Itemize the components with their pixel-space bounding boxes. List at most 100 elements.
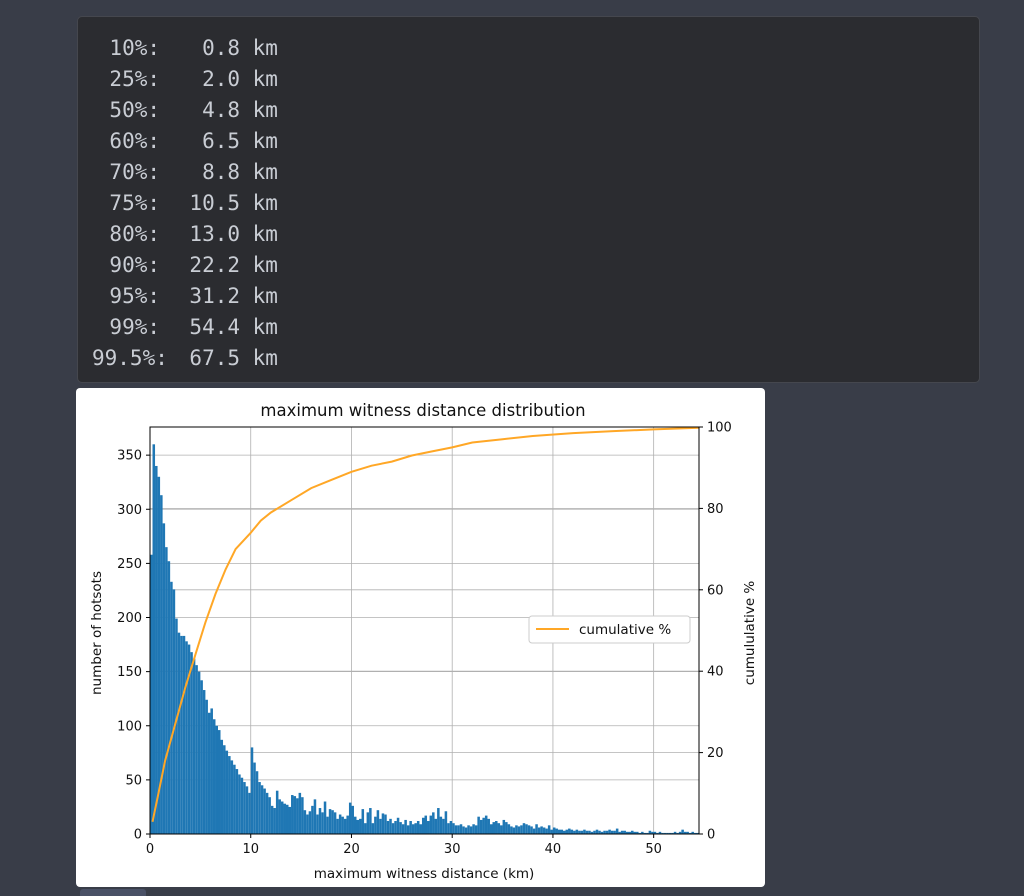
histogram-bar (210, 708, 213, 834)
histogram-bar (512, 827, 516, 834)
histogram-bar (661, 832, 664, 834)
histogram-bar (336, 818, 339, 834)
histogram-bar (152, 444, 156, 834)
output-line: 75%: 10.5 km (92, 188, 278, 219)
histogram-bar (399, 822, 402, 834)
y-tick-label: 0 (134, 828, 142, 843)
distance-value: 22.2 (189, 253, 240, 277)
histogram-bar (268, 797, 271, 834)
histogram-bar (197, 671, 201, 834)
histogram-bar (366, 812, 370, 834)
histogram-bar (532, 828, 536, 834)
percentile-label: 50%: (109, 98, 160, 122)
histogram-bar (603, 830, 606, 834)
histogram-bar (585, 830, 589, 834)
histogram-bar (598, 830, 601, 834)
histogram-bar (255, 771, 259, 834)
unit-label: km (252, 98, 278, 122)
histogram-bar (157, 476, 161, 834)
histogram-bar (316, 814, 319, 834)
histogram-bar (668, 832, 672, 834)
histogram-bar (175, 618, 178, 834)
histogram-bar (530, 826, 533, 834)
histogram-bar (691, 831, 694, 834)
histogram-bar (545, 828, 548, 834)
output-line: 70%: 8.8 km (92, 157, 278, 188)
distance-value: 10.5 (189, 191, 240, 215)
histogram-bar (547, 825, 551, 834)
unit-label: km (252, 284, 278, 308)
percentile-label: 10%: (109, 36, 160, 60)
histogram-bar (348, 802, 352, 834)
histogram-bar (429, 815, 433, 834)
histogram-bar (495, 821, 498, 834)
unit-label: km (252, 191, 278, 215)
histogram-bar (313, 799, 317, 834)
histogram-bar (225, 750, 229, 834)
histogram-bar (298, 792, 302, 834)
histogram-bar (447, 823, 450, 834)
histogram-bar (376, 810, 380, 834)
histogram-bar (192, 658, 196, 834)
output-line: 95%: 31.2 km (92, 281, 278, 312)
y2-tick-label: 0 (707, 828, 715, 843)
output-line: 90%: 22.2 km (92, 250, 278, 281)
histogram-bar (245, 786, 249, 834)
unit-label: km (252, 315, 278, 339)
histogram-bar (678, 831, 682, 834)
histogram-bar (590, 831, 594, 834)
y-tick-label: 250 (117, 557, 142, 572)
histogram-bar (406, 825, 410, 834)
cumulative-line (151, 426, 700, 823)
histogram-bar (565, 829, 569, 834)
histogram-bar (467, 825, 470, 834)
histogram-bar (557, 829, 561, 834)
chart-title: maximum witness distance distribution (260, 401, 585, 420)
histogram-bar (474, 825, 478, 834)
histogram-bar (250, 747, 254, 834)
histogram-bar (560, 829, 564, 834)
y-tick-label: 50 (125, 773, 142, 788)
histogram-bar (432, 812, 435, 834)
histogram-bar (212, 719, 216, 834)
axis-ticks: 0 10 20 30 40 50 0 50 100 150 200 250 300 350 0 20 40 60 8… (117, 421, 732, 858)
plot-frame (149, 426, 700, 835)
unit-label: km (252, 222, 278, 246)
histogram-bar (563, 830, 566, 834)
histogram-bar (296, 798, 299, 834)
percentile-label: 75%: (109, 191, 160, 215)
histogram-bar (641, 831, 644, 834)
histogram-bar (243, 782, 246, 834)
histogram-bar (326, 816, 329, 834)
histogram-bar (351, 805, 354, 834)
histogram-bar (605, 830, 609, 834)
histogram-bar (200, 680, 203, 834)
percentile-label: 70%: (109, 160, 160, 184)
histogram-bar (235, 769, 239, 834)
histogram-bar (215, 725, 218, 834)
histogram-bar (615, 828, 619, 834)
histogram-bar (301, 797, 304, 834)
x-tick-label: 0 (146, 842, 154, 857)
histogram-bar (369, 808, 372, 834)
histogram-bar (341, 816, 344, 834)
histogram-bar (517, 826, 521, 834)
distance-value: 2.0 (202, 67, 240, 91)
histogram-bar (165, 547, 168, 834)
histogram-bar (482, 817, 485, 834)
histogram-bar (631, 830, 634, 834)
histogram-bar (593, 830, 596, 834)
histogram-bar (230, 760, 234, 834)
histogram-bar (542, 827, 546, 834)
histogram-bar (442, 818, 445, 834)
grid-lines (149, 426, 699, 835)
y-tick-label: 100 (117, 719, 142, 734)
histogram-bar (396, 817, 400, 834)
x-axis-label: maximum witness distance (km) (314, 866, 535, 882)
histogram-bar (570, 829, 574, 834)
histogram-bar (671, 832, 674, 834)
histogram-bar (555, 828, 558, 834)
percentile-label: 80%: (109, 222, 160, 246)
y2-tick-label: 100 (707, 421, 732, 436)
percentile-label: 25%: (109, 67, 160, 91)
